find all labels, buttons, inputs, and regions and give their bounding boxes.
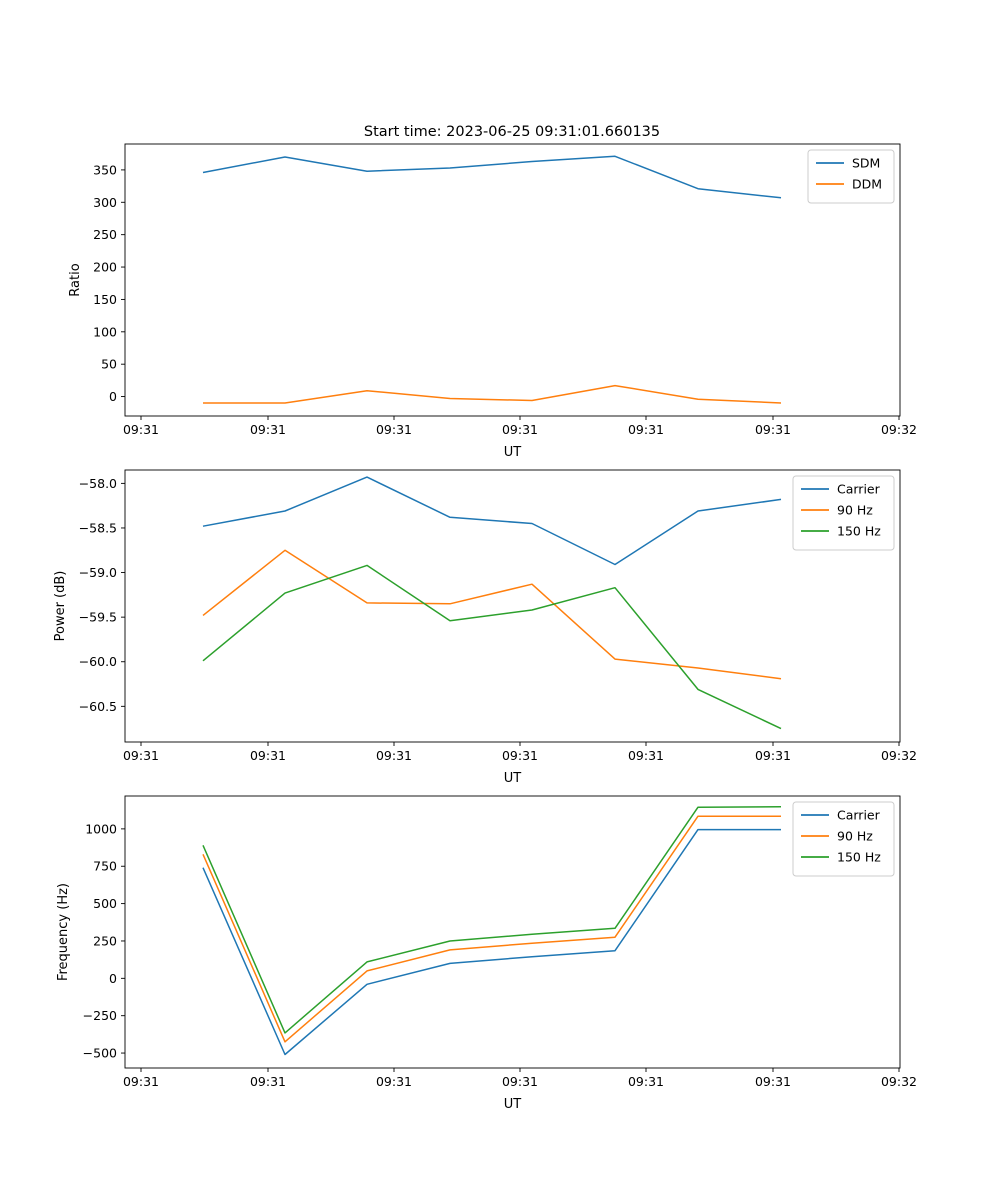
frequency-y-tick-label: 750 xyxy=(93,859,117,874)
ratio-x-tick-label: 09:31 xyxy=(502,422,538,437)
power-x-axis-label: UT xyxy=(504,771,522,786)
frequency-y-tick-label: 1000 xyxy=(85,821,117,836)
ratio-y-tick-label: 250 xyxy=(93,227,117,242)
frequency-x-tick-label: 09:31 xyxy=(376,1074,412,1089)
frequency-y-axis-label: Frequency (Hz) xyxy=(56,883,71,981)
power-y-tick-label: −59.0 xyxy=(79,565,117,580)
power-y-tick-label: −58.0 xyxy=(79,476,117,491)
frequency-panel: 09:31 09:31 09:31 09:31 09:31 09:31 09:32 −500 −… xyxy=(56,795,917,1112)
frequency-series-carrier-line xyxy=(202,828,781,1056)
frequency-y-tick-label: −250 xyxy=(83,1008,117,1023)
ratio-y-tick-label: 350 xyxy=(93,162,117,177)
frequency-axes-frame xyxy=(124,795,901,1069)
ratio-x-tick-label: 09:31 xyxy=(123,422,159,437)
ratio-panel: 09:31 09:31 09:31 09:31 09:31 09:31 09:32 0 50 10… xyxy=(68,143,917,460)
frequency-y-tick-label: 500 xyxy=(93,896,117,911)
ratio-y-tick-label: 50 xyxy=(101,357,117,372)
power-x-tick-label: 09:31 xyxy=(502,748,538,763)
ratio-x-tick-label: 09:31 xyxy=(755,422,791,437)
frequency-y-tick-label: −500 xyxy=(83,1046,117,1061)
power-x-tick-label: 09:31 xyxy=(123,748,159,763)
power-series-90-hz-line xyxy=(202,549,782,680)
frequency-series-90-hz-line xyxy=(202,815,781,1043)
ratio-x-axis-label: UT xyxy=(504,445,522,460)
ratio-y-tick-label: 300 xyxy=(93,195,117,210)
ratio-y-tick-label: 150 xyxy=(93,292,117,307)
power-legend-label: Carrier xyxy=(837,482,881,497)
ratio-series-sdm-line xyxy=(202,155,782,199)
figure-title: Start time: 2023-06-25 09:31:01.660135 xyxy=(364,124,660,140)
ratio-y-tick-label: 100 xyxy=(93,324,117,339)
frequency-y-tick-label: 250 xyxy=(93,933,117,948)
ratio-x-tick-label: 09:31 xyxy=(376,422,412,437)
frequency-x-tick-label: 09:32 xyxy=(881,1074,917,1089)
power-y-axis-label: Power (dB) xyxy=(53,571,68,642)
power-panel: 09:31 09:31 09:31 09:31 09:31 09:31 09:32 −60.5… xyxy=(53,469,917,786)
power-legend-label: 90 Hz xyxy=(837,503,873,518)
ratio-legend-label: DDM xyxy=(852,177,882,192)
frequency-legend-label: Carrier xyxy=(837,808,881,823)
frequency-series-150-hz-line xyxy=(202,806,782,1034)
ratio-legend-label: SDM xyxy=(852,156,880,171)
frequency-x-axis-label: UT xyxy=(504,1097,522,1112)
power-x-tick-label: 09:31 xyxy=(376,748,412,763)
ratio-y-tick-label: 0 xyxy=(109,389,117,404)
power-x-tick-label: 09:31 xyxy=(755,748,791,763)
frequency-legend-label: 150 Hz xyxy=(837,850,881,865)
ratio-x-tick-label: 09:32 xyxy=(881,422,917,437)
power-axes-frame xyxy=(124,469,901,743)
frequency-x-tick-label: 09:31 xyxy=(755,1074,791,1089)
frequency-x-tick-label: 09:31 xyxy=(250,1074,286,1089)
ratio-x-tick-label: 09:31 xyxy=(628,422,664,437)
power-series-150-hz-line xyxy=(202,564,782,730)
ratio-y-tick-label: 200 xyxy=(93,260,117,275)
ratio-series-ddm-line xyxy=(203,384,782,404)
frequency-x-tick-label: 09:31 xyxy=(628,1074,664,1089)
frequency-legend-label: 90 Hz xyxy=(837,829,873,844)
power-y-tick-label: −60.0 xyxy=(79,654,117,669)
ratio-x-tick-label: 09:31 xyxy=(250,422,286,437)
power-legend-label: 150 Hz xyxy=(837,524,881,539)
power-x-tick-label: 09:31 xyxy=(628,748,664,763)
ratio-axes-frame xyxy=(124,143,901,417)
power-x-tick-label: 09:32 xyxy=(881,748,917,763)
frequency-y-tick-label: 0 xyxy=(109,971,117,986)
power-series-carrier-line xyxy=(202,476,782,566)
power-y-tick-label: −59.5 xyxy=(79,610,117,625)
power-y-tick-label: −60.5 xyxy=(79,699,117,714)
power-x-tick-label: 09:31 xyxy=(250,748,286,763)
frequency-x-tick-label: 09:31 xyxy=(123,1074,159,1089)
frequency-x-tick-label: 09:31 xyxy=(502,1074,538,1089)
ratio-y-axis-label: Ratio xyxy=(68,263,83,296)
power-y-tick-label: −58.5 xyxy=(79,520,117,535)
